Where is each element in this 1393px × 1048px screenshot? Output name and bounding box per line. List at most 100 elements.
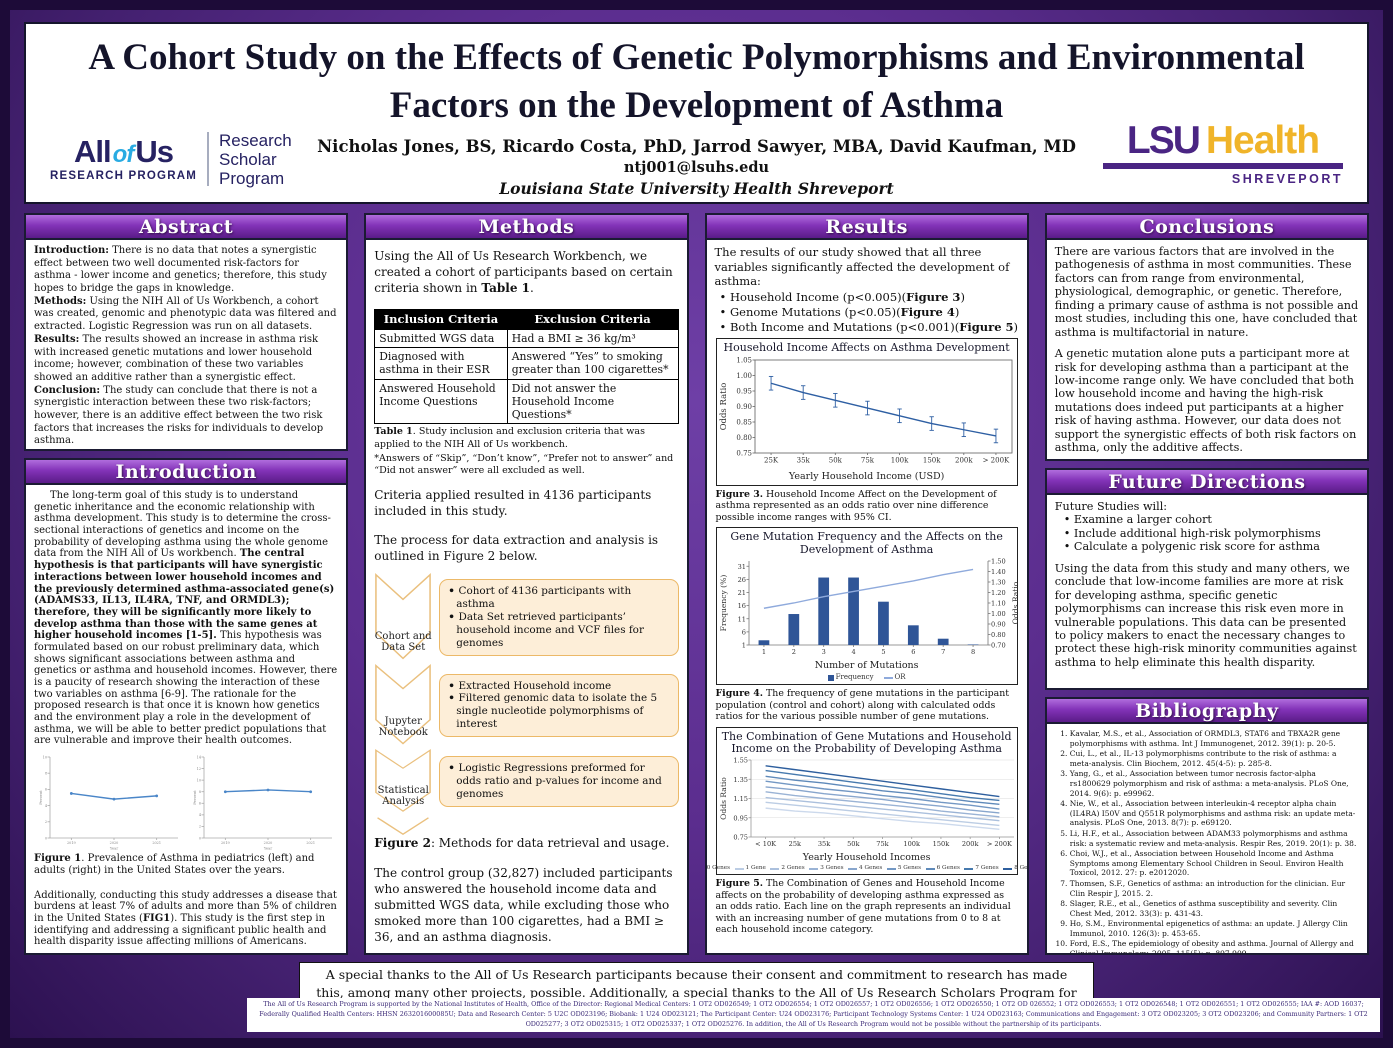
svg-text:100k: 100k: [890, 456, 908, 464]
figure3-xlabel: Yearly Household Income (USD): [788, 470, 945, 482]
research-program-label: RESEARCH PROGRAM: [50, 170, 197, 183]
introduction-body: The long-term goal of this study is to u…: [26, 485, 346, 953]
svg-text:11: 11: [737, 615, 745, 623]
introduction-paragraph-2: Additionally, conducting this study addr…: [34, 889, 337, 948]
list-item: Include additional high-risk polymorphis…: [1055, 527, 1359, 540]
logo-divider: [207, 132, 209, 187]
list-item: Kavalar, M.S., et al., Association of OR…: [1070, 729, 1359, 748]
flow-step-cohort: Cohort and Data Set Cohort of 4136 parti…: [374, 573, 679, 661]
chevron-down-icon: [375, 573, 432, 660]
flow-step-jupyter: Jupyter Notebook Extracted Household inc…: [374, 664, 679, 746]
svg-text:75k: 75k: [876, 840, 889, 848]
poster-columns: Abstract Introduction: There is no data …: [24, 213, 1369, 955]
svg-text:0.75: 0.75: [736, 450, 752, 458]
svg-text:26: 26: [737, 575, 745, 583]
introduction-section: Introduction The long-term goal of this …: [24, 458, 349, 955]
conclusions-paragraph-1: There are various factors that are invol…: [1054, 245, 1359, 339]
bibliography-heading: Bibliography: [1046, 699, 1367, 724]
list-item: Both Income and Mutations (p<0.001)(Figu…: [715, 320, 1019, 335]
column-3: Results The results of our study showed …: [704, 213, 1029, 955]
svg-text:6: 6: [199, 802, 201, 806]
figure5-title: The Combination of Gene Mutations and Ho…: [721, 729, 1012, 756]
page-title: A Cohort Study on the Effects of Genetic…: [88, 37, 1305, 127]
svg-text:1.40: 1.40: [991, 568, 1006, 576]
figure4-title: Gene Mutation Frequency and the Affects …: [730, 530, 1003, 556]
svg-text:Odds Ratio: Odds Ratio: [719, 383, 729, 431]
figure4-xlabel: Number of Mutations: [814, 660, 919, 672]
flow-step-statistics: Statistical Analysis Logistic Regression…: [374, 749, 679, 813]
svg-text:10: 10: [197, 779, 201, 783]
legend-item: 0 Genes: [707, 865, 730, 872]
svg-text:35k: 35k: [796, 456, 810, 464]
abstract-body: Introduction: There is no data that note…: [26, 240, 346, 449]
svg-text:1: 1: [761, 648, 765, 656]
future-paragraph: Using the data from this study and many …: [1054, 561, 1357, 669]
figure3-title: Household Income Affects on Asthma Devel…: [723, 341, 1010, 355]
svg-text:1.55: 1.55: [733, 757, 748, 765]
abstract-heading: Abstract: [26, 215, 347, 240]
figure4-caption: Figure 4. The frequency of gene mutation…: [715, 688, 1010, 723]
svg-text:0: 0: [199, 836, 201, 840]
bibliography-list: Kavalar, M.S., et al., Association of OR…: [1055, 729, 1359, 953]
figure3-chart: 0.75 0.80 0.85 0.90 0.95 1.00 1.05 25K 35k 50k 75k…: [719, 357, 1012, 464]
svg-text:0.85: 0.85: [736, 419, 752, 427]
svg-text:100k: 100k: [903, 840, 921, 848]
svg-text:Frequency (%): Frequency (%): [719, 574, 728, 631]
svg-text:1.10: 1.10: [991, 599, 1006, 607]
svg-text:1.50: 1.50: [991, 557, 1006, 565]
svg-text:0.80: 0.80: [991, 631, 1006, 639]
results-body: The results of our study showed that all…: [707, 240, 1027, 945]
list-item: Li, H.F., et al., Association between AD…: [1070, 829, 1359, 848]
conclusions-section: Conclusions There are various factors th…: [1044, 213, 1369, 461]
svg-text:0.75: 0.75: [733, 834, 748, 842]
contact-email: ntj001@lsuhs.edu: [623, 159, 770, 177]
svg-text:1.00: 1.00: [991, 610, 1006, 618]
abstract-results: Results: The results showed an increase …: [34, 333, 319, 383]
figure5-caption: Figure 5. The Combination of Genes and H…: [715, 878, 1011, 936]
table1-note: *Answers of “Skip”, “Don’t know”, “Prefe…: [374, 452, 674, 477]
list-item: Choi, W.J., et al., Association between …: [1070, 849, 1359, 878]
svg-text:1: 1: [741, 641, 745, 649]
list-item: Ho, S.M., Environmental epigenetics of a…: [1070, 919, 1359, 938]
svg-text:2020: 2020: [264, 841, 273, 845]
all-of-us-wordmark: AllofUs RESEARCH PROGRAM: [50, 134, 197, 183]
future-directions-heading: Future Directions: [1046, 470, 1367, 495]
table-row: Answered Household Income Questions Did …: [374, 378, 679, 425]
legend-item: 1 Gene: [734, 865, 766, 872]
svg-text:12: 12: [197, 767, 201, 771]
svg-text:2: 2: [45, 820, 47, 824]
svg-text:14: 14: [197, 755, 201, 759]
svg-text:5: 5: [881, 648, 885, 656]
svg-text:200k: 200k: [955, 456, 973, 464]
conclusions-body: There are various factors that are invol…: [1047, 240, 1367, 459]
svg-text:150k: 150k: [922, 456, 940, 464]
svg-text:50k: 50k: [847, 840, 860, 848]
figure2-flowchart: Cohort and Data Set Cohort of 4136 parti…: [374, 573, 679, 836]
svg-text:Odds Ratio: Odds Ratio: [1011, 581, 1020, 624]
chevron-down-icon: [375, 749, 432, 813]
svg-text:1.30: 1.30: [991, 578, 1006, 586]
svg-text:0.95: 0.95: [736, 388, 752, 396]
svg-text:> 200K: > 200K: [982, 456, 1009, 464]
figure4-legend: Frequency OR: [719, 673, 1015, 682]
svg-text:2021: 2021: [152, 841, 161, 845]
svg-text:1.20: 1.20: [991, 589, 1006, 597]
svg-text:25K: 25K: [763, 456, 778, 464]
figure5-chart: 0.75 0.95 1.15 1.35 1.55 < 10K 25k 35k 50k 75k 100…: [719, 757, 1014, 848]
svg-text:25k: 25k: [788, 840, 801, 848]
svg-text:2021: 2021: [306, 841, 315, 845]
exclusion-criteria-header: Exclusion Criteria: [506, 308, 679, 331]
affiliation: Louisiana State University Health Shreve…: [499, 179, 894, 199]
figure1-pediatric-chart: 0 2 4 6 8 10 2019 2020 2021 Percent Year: [39, 755, 179, 851]
svg-text:1.15: 1.15: [733, 795, 748, 803]
lsu-health-logo: LSU Health SHREVEPORT: [1103, 121, 1343, 186]
future-directions-body: Future Studies will: Examine a larger co…: [1047, 495, 1367, 674]
svg-text:75k: 75k: [860, 456, 874, 464]
research-scholar-program-label: Research Scholar Program: [219, 130, 292, 188]
legend-item: 8 Genes: [1003, 865, 1027, 872]
svg-text:0: 0: [45, 836, 47, 840]
future-bullets: Examine a larger cohort Include addition…: [1055, 513, 1359, 553]
criteria-table: Inclusion Criteria Exclusion Criteria Su…: [374, 308, 679, 425]
list-item: Thomsen, S.F., Genetics of asthma: an in…: [1070, 879, 1359, 898]
results-bullets: Household Income (p<0.005)(Figure 3) Gen…: [715, 290, 1019, 334]
